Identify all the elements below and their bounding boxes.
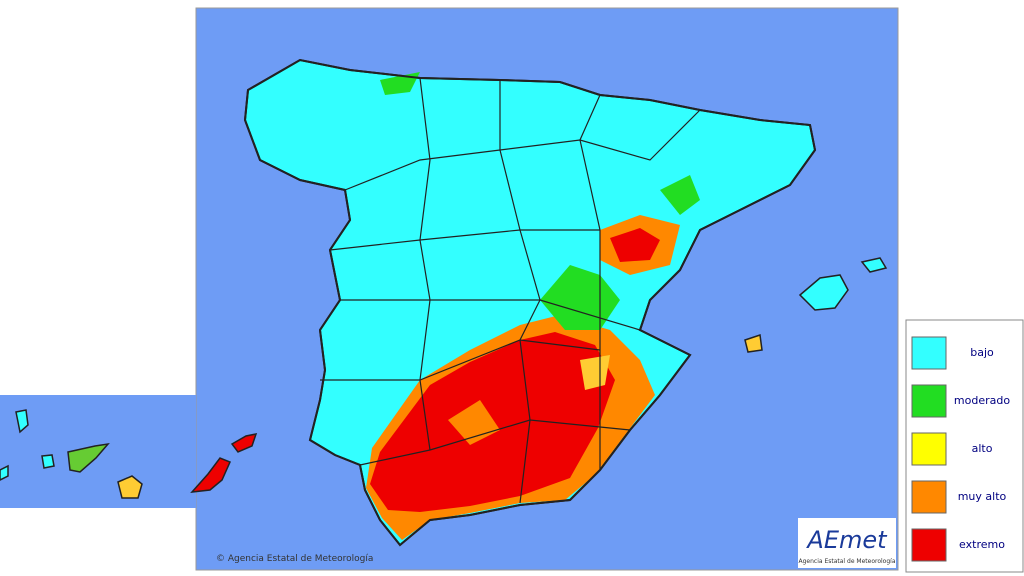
legend-label: moderado (954, 394, 1010, 407)
legend-swatch (911, 432, 947, 466)
legend-label: alto (972, 442, 993, 455)
balearic-islands (744, 257, 888, 353)
legend: bajo moderado alto muy alto extremo (911, 336, 1010, 562)
copyright: © Agencia Estatal de Meteorología (216, 554, 373, 564)
legend-label: bajo (970, 346, 994, 359)
legend-swatch (911, 480, 947, 514)
legend-label: muy alto (958, 490, 1007, 503)
legend-swatch (911, 528, 947, 562)
logo-box (798, 518, 896, 568)
canary-islands (0, 409, 258, 499)
logo-text: AEmet (805, 526, 888, 554)
logo-subtitle: Agencia Estatal de Meteorología (799, 558, 896, 565)
legend-swatch (911, 336, 947, 370)
legend-label: extremo (959, 538, 1005, 551)
legend-swatch (911, 384, 947, 418)
peninsula (243, 58, 817, 547)
